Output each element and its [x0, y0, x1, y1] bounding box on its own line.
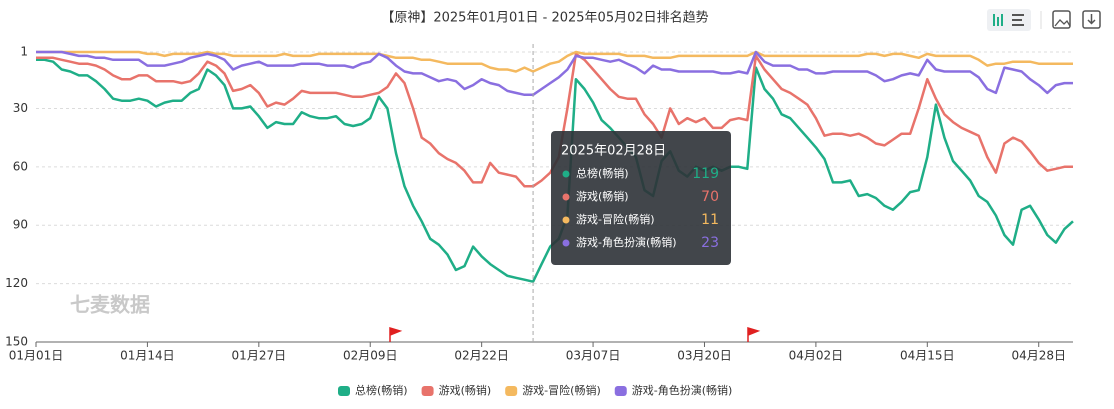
legend-label: 游戏(畅销) [439, 383, 492, 397]
y-tick-label: 150 [5, 335, 28, 349]
legend-item[interactable]: 游戏(畅销) [421, 383, 492, 397]
series-line [36, 50, 1073, 97]
tooltip-marker [562, 170, 570, 178]
tooltip-value: 11 [701, 212, 719, 228]
x-tick-label: 02月09日 [343, 349, 398, 363]
legend-item[interactable]: 游戏-角色扮演(畅销) [614, 383, 733, 397]
bar-icon [993, 14, 1003, 26]
tooltip-marker [562, 239, 570, 247]
y-tick-label: 60 [13, 159, 28, 173]
y-tick-label: 1 [20, 45, 28, 59]
tooltip-value: 23 [701, 235, 719, 251]
legend-label: 总榜(畅销) [355, 383, 408, 397]
legend-label: 游戏-冒险(畅销) [522, 383, 601, 397]
list-icon [1012, 14, 1024, 26]
chart-title: 【原神】2025年01月01日 - 2025年05月02日排名趋势 [381, 10, 708, 26]
x-tick-label: 01月14日 [120, 349, 175, 363]
tooltip-value: 70 [701, 189, 719, 205]
x-tick-label: 04月28日 [1011, 349, 1066, 363]
tooltip-name: 总榜(畅销) [576, 166, 629, 180]
legend-swatch [614, 386, 627, 396]
tooltip-marker [562, 216, 570, 224]
x-tick-label: 01月27日 [232, 349, 287, 363]
x-tick-label: 03月07日 [566, 349, 621, 363]
x-tick-label: 02月22日 [454, 349, 509, 363]
x-tick-label: 01月01日 [9, 349, 64, 363]
image-icon-glyph [1054, 19, 1071, 27]
legend-label: 游戏-角色扮演(畅销) [632, 383, 733, 397]
y-tick-label: 30 [13, 101, 28, 115]
tooltip-value: 119 [692, 166, 719, 182]
x-tick-label: 03月20日 [677, 349, 732, 363]
tooltip-box [551, 131, 731, 265]
tooltip-title: 2025年02月28日 [561, 144, 666, 159]
tooltip-marker [562, 193, 570, 201]
tooltip-name: 游戏(畅销) [576, 189, 629, 203]
legend-swatch [421, 386, 434, 396]
watermark: 七麦数据 [70, 293, 150, 317]
event-flag [747, 326, 761, 342]
event-flag [389, 326, 403, 342]
image-icon[interactable] [1052, 10, 1071, 29]
download-glyph [1087, 14, 1096, 25]
legend-swatch [338, 386, 350, 396]
tooltip-name: 游戏-冒险(畅销) [576, 212, 655, 226]
x-tick-label: 04月15日 [900, 349, 955, 363]
legend-swatch [505, 386, 518, 396]
tooltip-name: 游戏-角色扮演(畅销) [576, 235, 677, 249]
x-tick-label: 04月02日 [789, 349, 844, 363]
series-line [36, 50, 1073, 73]
legend-item[interactable]: 总榜(畅销) [338, 383, 408, 397]
legend-item[interactable]: 游戏-冒险(畅销) [505, 383, 601, 397]
y-tick-label: 120 [5, 276, 28, 290]
toolbar[interactable] [987, 9, 1101, 31]
y-tick-label: 90 [13, 218, 28, 232]
download-icon[interactable] [1082, 10, 1101, 29]
